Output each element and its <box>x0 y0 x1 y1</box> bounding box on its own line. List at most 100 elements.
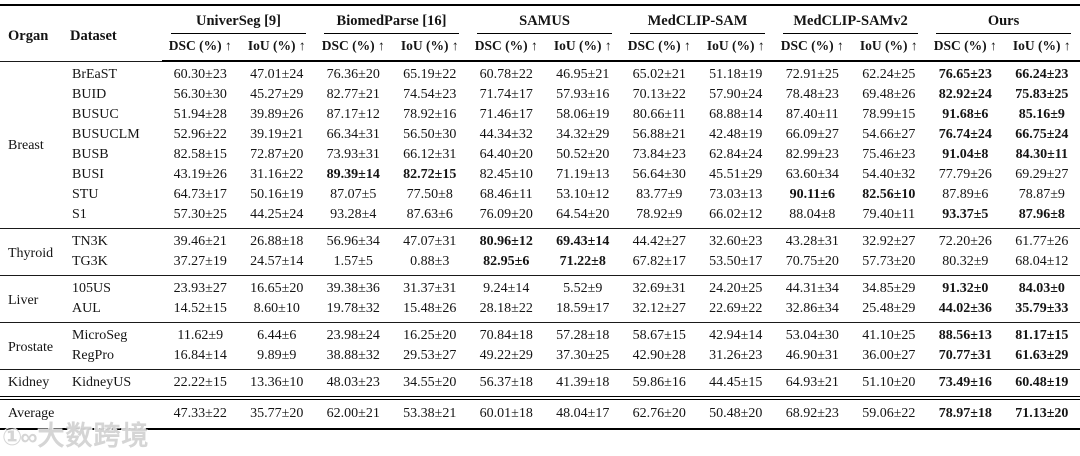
metric-cell: 70.77±31 <box>938 348 992 363</box>
metric-cell: 89.39±14 <box>326 167 380 182</box>
metric-cell: 65.19±22 <box>403 67 457 82</box>
metric-header-dsc: DSC (%) ↑ <box>774 34 851 62</box>
average-section: Average 47.33±22 35.77±20 62.00±21 53.38±21 6… <box>0 398 1080 429</box>
metric-cell: 9.89±9 <box>257 348 297 363</box>
metric-cell: 64.40±20 <box>479 147 533 162</box>
dataset-label: BUSUC <box>72 107 119 122</box>
dataset-label: BUSUCLM <box>72 127 140 142</box>
metric-header-dsc: DSC (%) ↑ <box>621 34 698 62</box>
average-row: Average 47.33±22 35.77±20 62.00±21 53.38±21 6… <box>0 398 1080 429</box>
organ-label: Thyroid <box>8 245 54 261</box>
metric-cell: 29.53±27 <box>403 348 457 363</box>
metric-cell: 91.68±6 <box>942 107 989 122</box>
metric-cell: 47.01±24 <box>250 67 304 82</box>
metric-cell: 51.94±28 <box>173 107 227 122</box>
metric-cell: 47.07±31 <box>403 234 457 249</box>
metric-cell: 76.74±24 <box>938 127 992 142</box>
metric-header-dsc: DSC (%) ↑ <box>468 34 545 62</box>
metric-cell: 78.99±15 <box>862 107 916 122</box>
metric-cell: 93.28±4 <box>330 207 377 222</box>
method-header-medclip-samv2: MedCLIP-SAMv2 <box>774 5 927 34</box>
metric-cell: 87.40±11 <box>785 107 839 122</box>
metric-cell: 62.84±24 <box>709 147 763 162</box>
metric-cell: 18.59±17 <box>556 301 610 316</box>
metric-cell: 70.13±22 <box>632 87 686 102</box>
metric-cell: 56.96±34 <box>326 234 380 249</box>
metric-cell: 58.06±19 <box>556 107 610 122</box>
metric-cell: 26.88±18 <box>250 234 304 249</box>
organ-label: Liver <box>8 292 39 308</box>
metric-cell: 23.98±24 <box>326 328 380 343</box>
metric-cell: 68.04±12 <box>1015 254 1069 269</box>
metric-cell: 82.72±15 <box>403 167 457 182</box>
metric-cell: 87.89±6 <box>942 187 989 202</box>
metric-cell: 91.04±8 <box>942 147 989 162</box>
metric-cell: 54.40±32 <box>862 167 916 182</box>
dataset-label: STU <box>72 187 99 202</box>
metric-cell: 54.66±27 <box>862 127 916 142</box>
metric-cell: 57.28±18 <box>556 328 610 343</box>
metric-cell: 71.13±20 <box>1015 406 1069 421</box>
metric-cell: 64.93±21 <box>785 375 839 390</box>
results-table: Organ Dataset UniverSeg [9] BiomedParse … <box>0 4 1080 430</box>
metric-cell: 93.37±5 <box>942 207 989 222</box>
metric-cell: 16.65±20 <box>250 281 304 296</box>
metric-cell: 16.25±20 <box>403 328 457 343</box>
metric-cell: 83.77±9 <box>636 187 683 202</box>
dataset-label: MicroSeg <box>72 328 128 343</box>
metric-cell: 66.12±31 <box>403 147 457 162</box>
metric-cell: 25.48±29 <box>862 301 916 316</box>
metric-cell: 82.92±24 <box>938 87 992 102</box>
table-row: BUSI 43.19±26 31.16±22 89.39±14 82.72±15 82.4… <box>0 165 1080 185</box>
metric-cell: 62.76±20 <box>632 406 686 421</box>
metric-cell: 57.73±20 <box>862 254 916 269</box>
metric-cell: 66.75±24 <box>1015 127 1069 142</box>
metric-cell: 53.04±30 <box>785 328 839 343</box>
metric-cell: 44.31±34 <box>785 281 839 296</box>
metric-cell: 51.18±19 <box>709 67 763 82</box>
metric-cell: 69.29±27 <box>1015 167 1069 182</box>
metric-cell: 78.87±9 <box>1018 187 1065 202</box>
metric-cell: 72.87±20 <box>250 147 304 162</box>
method-name: Ours <box>936 13 1072 34</box>
metric-header-dsc: DSC (%) ↑ <box>927 34 1004 62</box>
dataset-column-header: Dataset <box>70 28 117 45</box>
metric-cell: 44.42±27 <box>632 234 686 249</box>
metric-cell: 70.84±18 <box>479 328 533 343</box>
metric-cell: 78.48±23 <box>785 87 839 102</box>
metric-cell: 14.52±15 <box>173 301 227 316</box>
metric-cell: 73.49±16 <box>938 375 992 390</box>
metric-cell: 87.07±5 <box>330 187 377 202</box>
metric-cell: 87.96±8 <box>1018 207 1065 222</box>
metric-cell: 37.27±19 <box>173 254 227 269</box>
metric-cell: 82.77±21 <box>326 87 380 102</box>
metric-cell: 68.92±23 <box>785 406 839 421</box>
dataset-label: KidneyUS <box>72 375 132 390</box>
metric-cell: 52.96±22 <box>173 127 227 142</box>
metric-cell: 71.19±13 <box>556 167 610 182</box>
metric-cell: 22.22±15 <box>173 375 227 390</box>
metric-cell: 78.92±16 <box>403 107 457 122</box>
metric-cell: 88.04±8 <box>789 207 836 222</box>
metric-cell: 6.44±6 <box>257 328 297 343</box>
metric-cell: 39.89±26 <box>250 107 304 122</box>
metric-cell: 39.19±21 <box>250 127 304 142</box>
table-row: AUL 14.52±15 8.60±10 19.78±32 15.48±26 28.18±… <box>0 299 1080 323</box>
organ-column-header: Organ <box>8 28 49 45</box>
metric-cell: 50.16±19 <box>250 187 304 202</box>
metric-cell: 68.46±11 <box>479 187 533 202</box>
metric-cell: 48.04±17 <box>556 406 610 421</box>
table-row: BUSB 82.58±15 72.87±20 73.93±31 66.12±31 64.4… <box>0 145 1080 165</box>
metric-cell: 15.48±26 <box>403 301 457 316</box>
dataset-label: S1 <box>72 207 87 222</box>
metric-cell: 41.39±18 <box>556 375 610 390</box>
method-header-medclip-sam: MedCLIP-SAM <box>621 5 774 34</box>
metric-cell: 66.24±23 <box>1015 67 1069 82</box>
metric-cell: 45.51±29 <box>709 167 763 182</box>
table-row: TG3K 37.27±19 24.57±14 1.57±5 0.88±3 82.95±6 7… <box>0 252 1080 276</box>
metric-cell: 72.20±26 <box>938 234 992 249</box>
table-row: BUID 56.30±30 45.27±29 82.77±21 74.54±23 71.7… <box>0 85 1080 105</box>
metric-cell: 34.55±20 <box>403 375 457 390</box>
table-row: S1 57.30±25 44.25±24 93.28±4 87.63±6 76.09±20… <box>0 205 1080 229</box>
metric-cell: 80.66±11 <box>632 107 686 122</box>
